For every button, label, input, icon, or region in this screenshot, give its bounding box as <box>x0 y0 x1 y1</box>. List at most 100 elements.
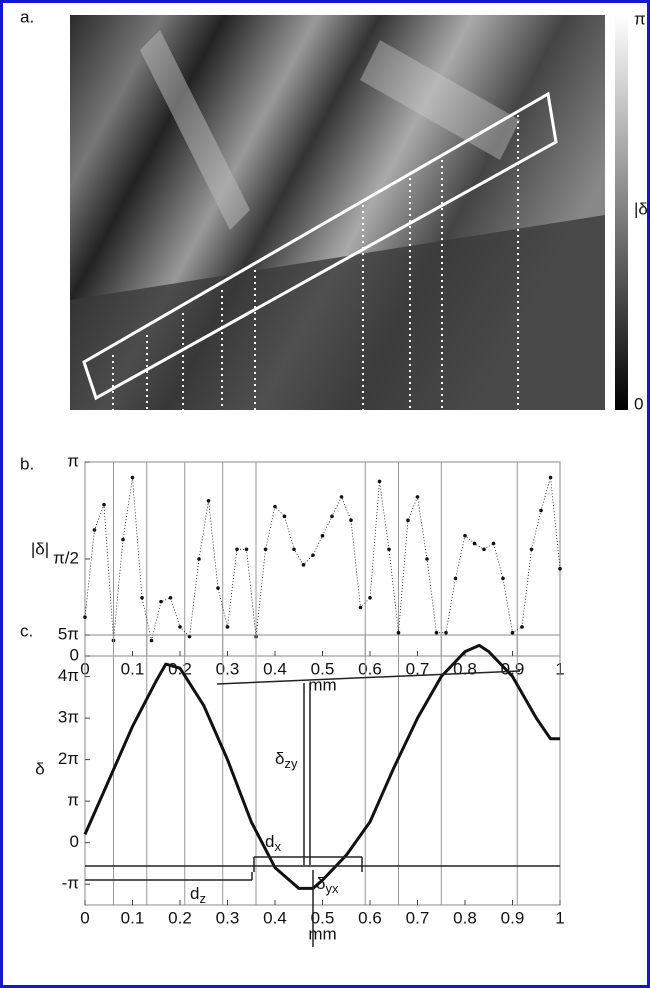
colorbar-label: |δ| <box>634 199 650 218</box>
data-point <box>539 508 543 513</box>
annotation-subscript: x <box>274 839 281 854</box>
data-point <box>501 576 505 581</box>
data-point <box>434 630 439 635</box>
y-tick-label: 4π <box>58 666 79 685</box>
data-point <box>178 625 182 629</box>
data-point <box>244 547 249 552</box>
data-point <box>130 475 135 480</box>
x-tick-label: 0.3 <box>216 659 240 678</box>
colorbar-bottom-label: 0 <box>634 394 643 413</box>
data-point <box>463 533 467 538</box>
data-line <box>83 643 560 890</box>
panel-label: b. <box>20 454 34 473</box>
data-point <box>453 576 458 581</box>
data-point <box>225 625 230 629</box>
x-tick-label: 0.5 <box>311 659 335 678</box>
x-tick-label: 0.3 <box>216 908 240 927</box>
data-point <box>206 499 211 503</box>
data-point <box>415 495 420 499</box>
data-point <box>482 547 486 552</box>
data-point <box>263 547 268 552</box>
x-axis-label: mm <box>308 924 336 943</box>
data-point <box>330 514 334 519</box>
data-point <box>472 541 477 546</box>
data-point <box>92 528 97 532</box>
x-tick-label: 0 <box>80 908 89 927</box>
annotation: δyx <box>316 874 339 896</box>
annotation-subscript: zy <box>284 756 298 771</box>
data-point <box>529 547 534 552</box>
annotation-subscript: yx <box>325 881 339 896</box>
y-axis-label: δ <box>35 759 44 778</box>
x-tick-label: 0.5 <box>311 908 335 927</box>
panel-label: a. <box>20 7 34 26</box>
data-point <box>548 475 553 480</box>
annotation-marks <box>85 670 560 947</box>
data-trace <box>84 477 561 641</box>
data-point <box>102 502 106 507</box>
x-tick-label: 0.7 <box>406 908 430 927</box>
plot-area <box>84 461 561 657</box>
annotation: dz <box>190 884 206 906</box>
y-tick-label: 0 <box>70 832 79 851</box>
y-tick-label: π <box>67 791 79 810</box>
data-point <box>387 547 391 552</box>
x-tick-label: 0.6 <box>358 659 382 678</box>
annotation: δzy <box>275 749 298 771</box>
data-point <box>159 599 163 604</box>
y-tick-label: -π <box>62 874 79 893</box>
x-tick-label: 0.2 <box>168 908 192 927</box>
y-tick-label: π <box>67 451 79 470</box>
y-tick-label: π/2 <box>53 548 79 567</box>
data-point <box>149 638 154 643</box>
data-point <box>396 630 401 635</box>
data-point <box>558 566 562 571</box>
annotation-text: d <box>265 832 274 851</box>
data-point <box>358 605 363 610</box>
x-tick-label: 0.9 <box>501 659 525 678</box>
data-point <box>444 630 448 635</box>
x-tick-label: 0.4 <box>263 908 287 927</box>
data-point <box>235 547 239 552</box>
x-tick-label: 0.1 <box>121 908 145 927</box>
colorbar-top-label: π <box>634 9 646 28</box>
annotation-text: δ <box>275 749 284 768</box>
panel-label: c. <box>20 621 33 640</box>
data-point <box>121 537 125 542</box>
data-point <box>368 596 372 600</box>
data-point <box>520 625 524 629</box>
annotation-text: d <box>190 884 199 903</box>
x-tick-label: 0.4 <box>263 659 287 678</box>
x-tick-label: 0.9 <box>501 908 525 927</box>
y-tick-label: 5π <box>58 624 79 643</box>
y-tick-label: 2π <box>58 749 79 768</box>
data-point <box>187 634 192 639</box>
data-point <box>339 495 344 499</box>
data-point <box>311 553 315 557</box>
data-point <box>320 533 325 538</box>
x-tick-label: 0.6 <box>358 908 382 927</box>
data-point <box>301 563 306 567</box>
x-tick-label: 1 <box>555 908 564 927</box>
data-point <box>216 586 220 590</box>
data-point <box>349 518 353 522</box>
annotation: dx <box>265 832 281 854</box>
data-point <box>406 518 410 522</box>
x-tick-label: 0.7 <box>406 659 430 678</box>
data-point <box>273 504 277 509</box>
y-tick-label: 0 <box>70 645 79 664</box>
data-point <box>83 615 87 619</box>
micrograph <box>70 15 605 410</box>
y-tick-label: 3π <box>58 708 79 727</box>
data-point <box>425 557 429 561</box>
annotation-subscript: z <box>199 891 206 906</box>
data-point <box>140 596 144 600</box>
annotation-text: δ <box>316 874 325 893</box>
data-point <box>292 547 296 552</box>
x-tick-label: 0.8 <box>453 908 477 927</box>
data-point <box>197 557 201 561</box>
x-tick-label: 0.1 <box>121 659 145 678</box>
data-point <box>491 541 496 546</box>
bracket <box>216 670 521 685</box>
data-point <box>377 479 382 484</box>
